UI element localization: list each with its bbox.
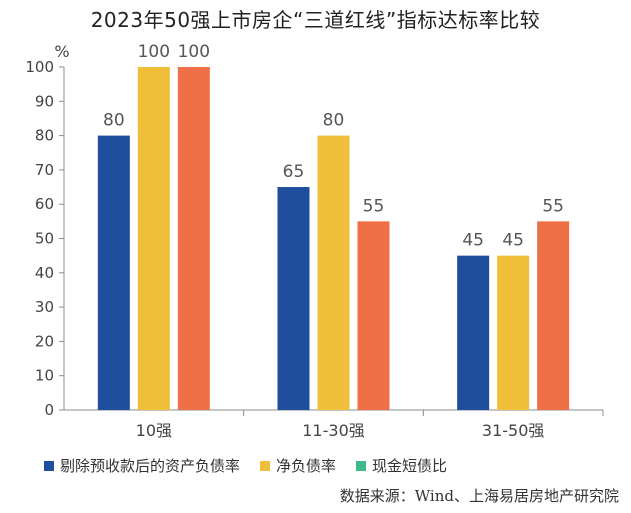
- data-label: 100: [138, 42, 170, 62]
- y-unit-label: %: [54, 42, 69, 61]
- legend-swatch-3: [356, 460, 367, 471]
- bar: [357, 221, 390, 410]
- bar: [97, 135, 130, 410]
- legend-item-2: 净负债率: [260, 455, 336, 476]
- bar: [537, 221, 570, 410]
- data-label: 55: [363, 196, 385, 216]
- legend-label-1: 剔除预收款后的资产负债率: [60, 457, 241, 475]
- legend: 剔除预收款后的资产负债率 净负债率 现金短债比: [44, 455, 447, 476]
- y-tick-label: 100: [25, 58, 54, 76]
- y-tick-label: 80: [35, 127, 54, 145]
- bar: [457, 255, 490, 410]
- data-label: 45: [502, 231, 524, 251]
- legend-label-3: 现金短债比: [372, 457, 448, 475]
- data-label: 65: [283, 162, 305, 182]
- data-label: 100: [178, 42, 210, 62]
- y-tick-label: 40: [35, 264, 54, 282]
- data-label: 80: [323, 111, 345, 131]
- y-tick-label: 90: [35, 92, 54, 110]
- data-label: 55: [542, 196, 564, 216]
- data-label: 80: [103, 111, 125, 131]
- legend-label-2: 净负债率: [276, 457, 337, 475]
- legend-swatch-1: [44, 460, 54, 471]
- source-note: 数据来源：Wind、上海易居房地产研究院: [339, 487, 619, 505]
- bar: [277, 187, 310, 410]
- y-tick-label: 70: [35, 161, 54, 179]
- y-tick-label: 10: [35, 367, 54, 385]
- y-tick-label: 30: [35, 298, 54, 316]
- legend-item-1: 剔除预收款后的资产负债率: [44, 455, 240, 476]
- y-tick-label: 20: [35, 332, 54, 350]
- x-tick-label: 31-50强: [482, 421, 545, 440]
- y-tick-label: 50: [35, 230, 54, 248]
- y-tick-label: 60: [35, 195, 54, 213]
- bar: [137, 67, 170, 410]
- bar: [177, 67, 210, 410]
- bar: [497, 255, 530, 410]
- y-tick-label: 0: [44, 401, 54, 419]
- x-tick-label: 11-30强: [302, 421, 365, 440]
- data-label: 45: [462, 231, 484, 251]
- legend-swatch-2: [260, 460, 271, 471]
- x-tick-label: 10强: [136, 421, 172, 440]
- bar: [317, 135, 350, 410]
- legend-item-3: 现金短债比: [356, 455, 447, 476]
- chart-title: 2023年50强上市房企“三道红线”指标达标率比较: [90, 8, 541, 32]
